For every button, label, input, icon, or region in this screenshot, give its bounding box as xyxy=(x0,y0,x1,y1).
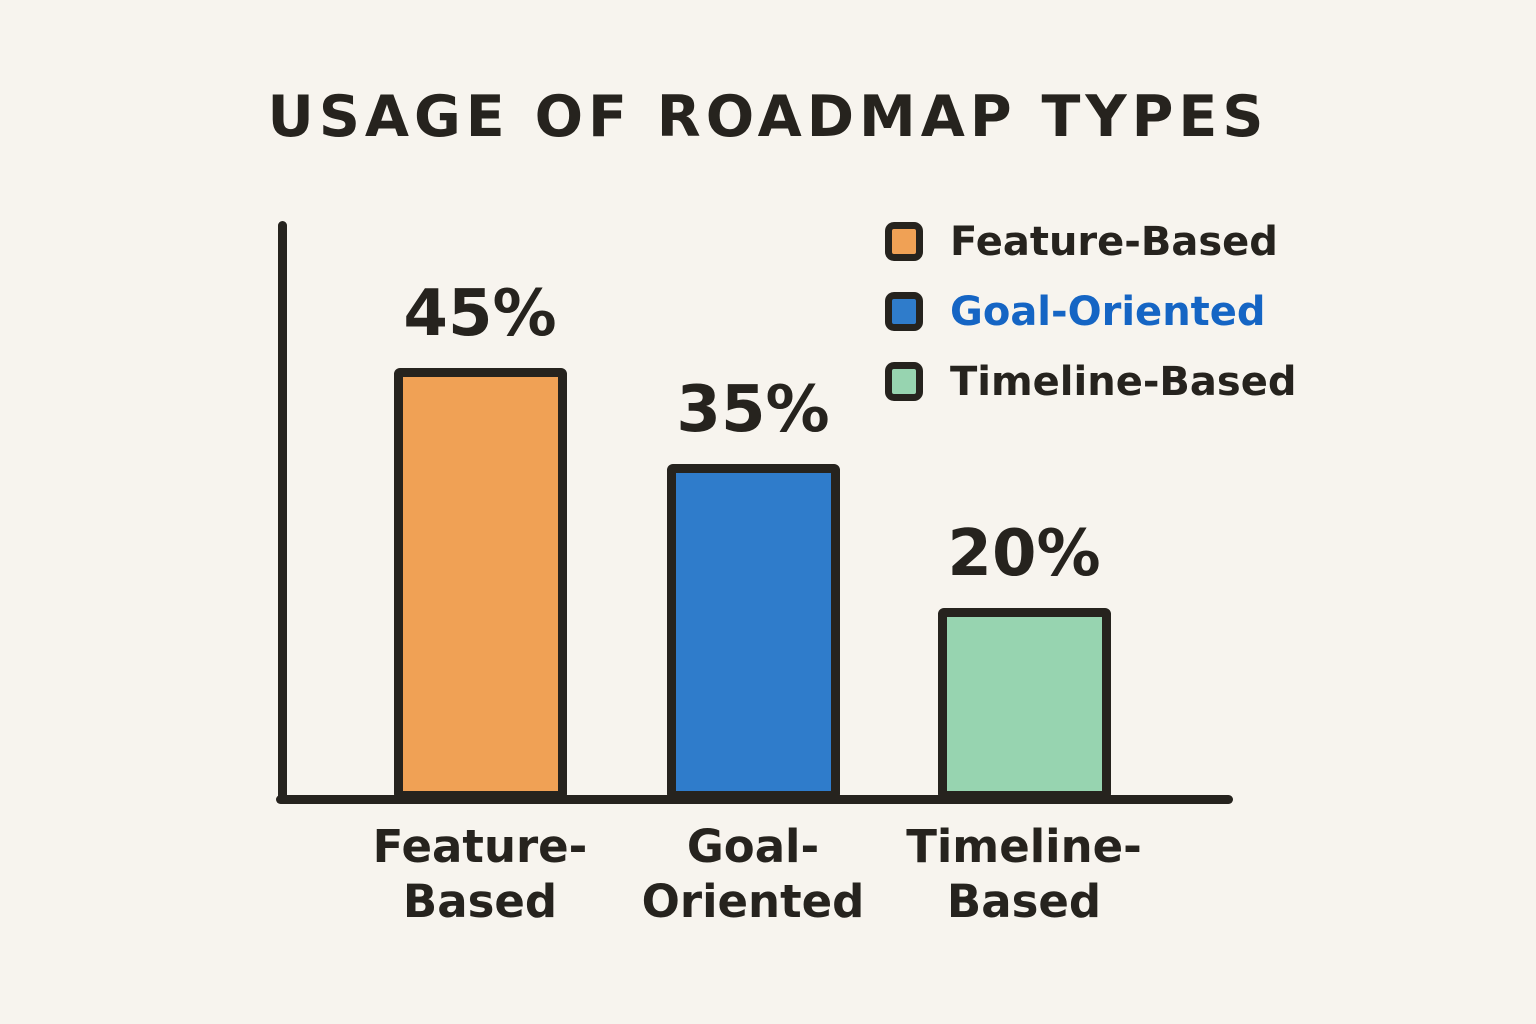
legend-item-timeline-based: Timeline-Based xyxy=(885,358,1297,405)
legend-label-timeline-based: Timeline-Based xyxy=(950,358,1297,405)
x-tick-label-timeline-based: Timeline- Based xyxy=(906,820,1142,928)
x-tick-label-goal-oriented: Goal- Oriented xyxy=(641,820,865,928)
y-axis-line xyxy=(278,221,287,804)
legend-swatch-feature-based xyxy=(885,222,923,261)
legend-item-feature-based: Feature-Based xyxy=(885,218,1296,265)
legend: Feature-Based Goal-Oriented Timeline-Bas… xyxy=(885,218,1297,405)
legend-swatch-timeline-based xyxy=(885,362,923,401)
bar-feature-based xyxy=(393,368,567,800)
x-tick-label-feature-based: Feature- Based xyxy=(372,820,588,928)
bar-value-label-feature-based: 45% xyxy=(403,277,557,351)
bar-value-label-timeline-based: 20% xyxy=(947,517,1101,591)
bar-goal-oriented xyxy=(666,464,840,800)
bar-value-label-goal-oriented: 35% xyxy=(676,373,830,447)
legend-item-goal-oriented: Goal-Oriented xyxy=(885,288,1296,335)
legend-swatch-goal-oriented xyxy=(885,292,923,331)
chart-title: USAGE OF ROADMAP TYPES xyxy=(267,84,1269,150)
bar-timeline-based xyxy=(937,608,1111,800)
legend-label-goal-oriented: Goal-Oriented xyxy=(950,288,1266,335)
legend-label-feature-based: Feature-Based xyxy=(950,218,1278,265)
